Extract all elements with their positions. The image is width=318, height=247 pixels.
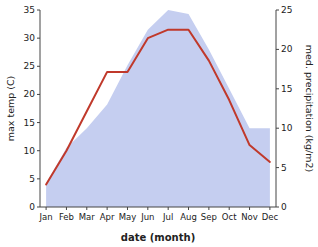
y-tick-label: 35 — [24, 5, 35, 15]
x-tick — [249, 207, 250, 210]
page: {"chart_data": {"type": "line", "categor… — [0, 0, 318, 247]
y2-tick — [276, 10, 279, 11]
y-tick — [37, 10, 40, 11]
y-tick — [37, 38, 40, 39]
x-tick — [229, 207, 230, 210]
axes: 051015202530350510152025JanFebMarAprMayJ… — [24, 5, 293, 222]
x-tick-label: Apr — [100, 212, 115, 222]
y-tick — [37, 122, 40, 123]
x-tick — [107, 207, 108, 210]
x-tick — [127, 207, 128, 210]
y-tick-label: 30 — [24, 33, 36, 43]
y2-tick — [276, 88, 279, 89]
y-axis-label: max temp (C) — [5, 76, 16, 142]
x-tick-label: Sep — [201, 212, 217, 222]
x-tick — [66, 207, 67, 210]
area — [46, 10, 270, 207]
x-tick — [147, 207, 148, 210]
x-tick — [208, 207, 209, 210]
y-tick-label: 0 — [29, 202, 35, 212]
line — [46, 30, 270, 185]
y2-tick-label: 25 — [281, 5, 292, 15]
x-tick-label: Mar — [79, 212, 96, 222]
y-tick — [37, 94, 40, 95]
y2-tick-label: 10 — [281, 123, 293, 133]
y-tick-label: 20 — [24, 89, 36, 99]
x-tick-label: Jan — [39, 212, 53, 222]
x-tick-label: Aug — [180, 212, 197, 222]
y2-tick-label: 5 — [281, 163, 287, 173]
x-tick-label: May — [119, 212, 137, 222]
y-tick-label: 10 — [24, 146, 36, 156]
y2-tick-label: 15 — [281, 84, 292, 94]
y2-tick — [276, 128, 279, 129]
y-tick-label: 5 — [29, 174, 35, 184]
x-tick-label: Jul — [162, 212, 173, 222]
y-tick — [37, 66, 40, 67]
y2-tick-label: 20 — [281, 44, 293, 54]
x-tick — [86, 207, 87, 210]
x-tick-label: Nov — [241, 212, 258, 222]
chart: 051015202530350510152025JanFebMarAprMayJ… — [0, 0, 318, 247]
x-tick — [46, 207, 47, 210]
y2-tick-label: 0 — [281, 202, 287, 212]
y2-tick — [276, 167, 279, 168]
x-tick — [188, 207, 189, 210]
x-tick-label: Oct — [222, 212, 237, 222]
x-tick — [168, 207, 169, 210]
y-tick — [37, 150, 40, 151]
y-tick — [37, 178, 40, 179]
y-axis-line — [40, 10, 41, 207]
y2-tick — [276, 49, 279, 50]
y-tick-label: 25 — [24, 61, 35, 71]
x-tick-label: Feb — [59, 212, 74, 222]
y-tick — [37, 207, 40, 208]
y2-axis-line — [276, 10, 277, 207]
y2-tick — [276, 207, 279, 208]
x-tick — [269, 207, 270, 210]
x-axis-label: date (month) — [121, 232, 195, 243]
x-tick-label: Dec — [262, 212, 279, 222]
y2-axis-label: med. precipitation (kg/m2) — [304, 45, 315, 172]
y-tick-label: 15 — [24, 118, 35, 128]
x-axis-line — [40, 207, 276, 208]
chart-container: 051015202530350510152025JanFebMarAprMayJ… — [0, 0, 318, 247]
x-tick-label: Jun — [140, 212, 154, 222]
plot-area — [46, 10, 270, 207]
